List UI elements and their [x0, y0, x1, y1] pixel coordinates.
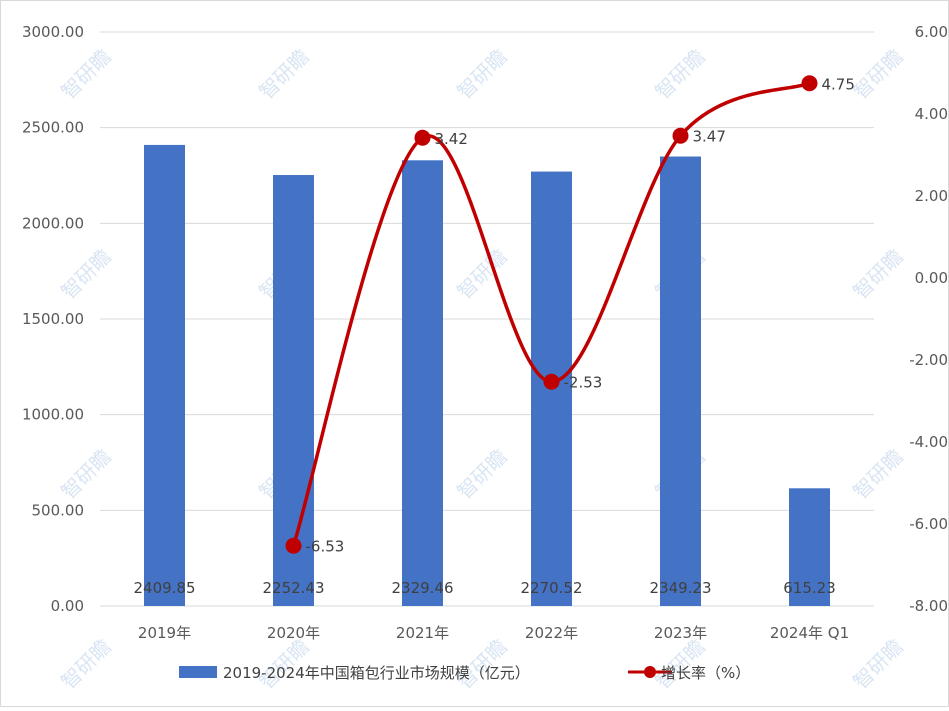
watermark-text: 智研瞻	[254, 44, 313, 103]
bar	[660, 156, 701, 607]
y-left-tick-label: 1500.00	[22, 310, 84, 328]
growth-data-label: -6.53	[306, 538, 345, 556]
bar-data-label: 2329.46	[391, 579, 453, 597]
x-tick-label: 2022年	[525, 624, 578, 642]
x-tick-label: 2024年 Q1	[770, 624, 849, 642]
watermark-text: 智研瞻	[848, 244, 907, 303]
legend-line-label: 增长率（%）	[661, 664, 750, 682]
watermark-text: 智研瞻	[848, 444, 907, 503]
x-tick-label: 2019年	[138, 624, 191, 642]
bar	[144, 144, 185, 607]
legend-bar-label: 2019-2024年中国箱包行业市场规模（亿元）	[223, 664, 530, 682]
legend-line-marker	[644, 666, 656, 678]
growth-marker	[285, 537, 302, 554]
y-left-tick-label: 3000.00	[22, 23, 84, 41]
growth-marker	[414, 129, 431, 146]
watermark-text: 智研瞻	[56, 244, 115, 303]
y-right-tick-label: 4.00	[915, 105, 948, 123]
bar-data-label: 2270.52	[520, 579, 582, 597]
y-right-tick-label: -8.00	[909, 597, 948, 615]
y-right-tick-label: -2.00	[909, 351, 948, 369]
bar-data-label: 2349.23	[649, 579, 711, 597]
growth-marker	[801, 75, 818, 92]
bar-data-label: 2252.43	[262, 579, 324, 597]
y-left-tick-label: 2500.00	[22, 119, 84, 137]
growth-data-label: -2.53	[564, 374, 603, 392]
bar	[273, 175, 314, 606]
y-right-tick-label: -4.00	[909, 433, 948, 451]
growth-data-label: 4.75	[822, 75, 855, 93]
y-left-tick-label: 0.00	[51, 597, 84, 615]
y-left-tick-label: 2000.00	[22, 214, 84, 232]
y-left-tick-label: 1000.00	[22, 406, 84, 424]
legend-bar-swatch	[179, 666, 217, 678]
bar	[402, 160, 443, 607]
bar-data-label: 2409.85	[133, 579, 195, 597]
x-tick-label: 2021年	[396, 624, 449, 642]
bar-data-label: 615.23	[783, 579, 836, 597]
y-left-tick-label: 500.00	[32, 501, 85, 519]
watermark-text: 智研瞻	[848, 634, 907, 693]
watermark-text: 智研瞻	[56, 44, 115, 103]
bar	[789, 488, 830, 606]
growth-data-label: 3.47	[693, 128, 726, 146]
x-tick-label: 2020年	[267, 624, 320, 642]
watermark-text: 智研瞻	[650, 44, 709, 103]
growth-marker	[672, 127, 689, 144]
watermark-text: 智研瞻	[452, 444, 511, 503]
brand-watermark: 搜狐号@智研瞻	[799, 11, 918, 32]
watermark-text: 智研瞻	[452, 44, 511, 103]
y-right-tick-label: 6.00	[915, 23, 948, 41]
watermark-text: 智研瞻	[56, 634, 115, 693]
y-right-tick-label: 0.00	[915, 269, 948, 287]
watermark-text: 智研瞻	[56, 444, 115, 503]
y-right-tick-label: 2.00	[915, 187, 948, 205]
x-tick-label: 2023年	[654, 624, 707, 642]
y-right-tick-label: -6.00	[909, 515, 948, 533]
growth-marker	[543, 373, 560, 390]
watermark-text: 智研瞻	[848, 44, 907, 103]
growth-data-label: 3.42	[435, 130, 468, 148]
